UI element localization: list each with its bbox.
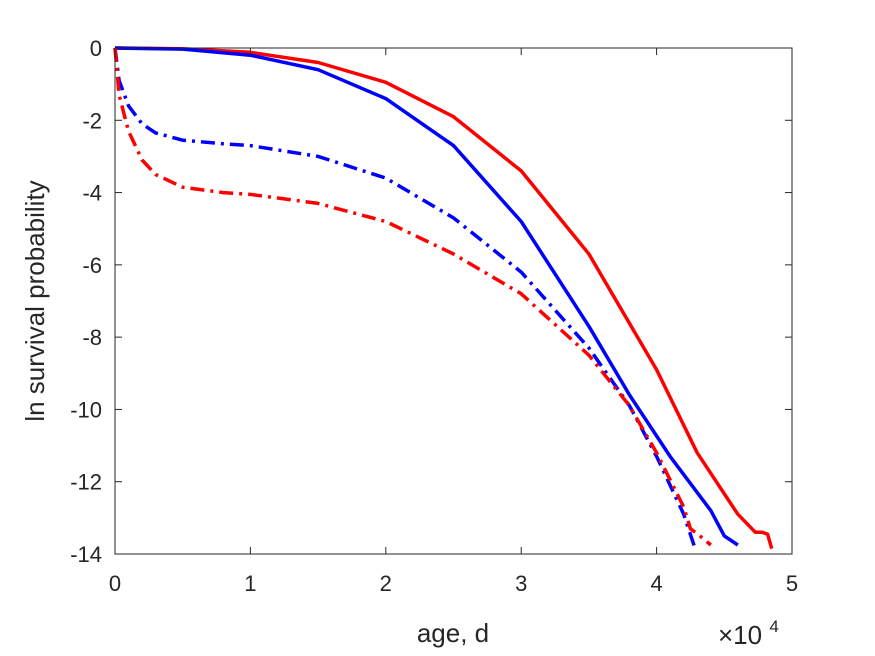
series-line-4: [113, 47, 712, 547]
y-tick-label: -14: [70, 542, 102, 567]
plot-box: [114, 47, 793, 555]
x-exponent-base: ×10: [718, 620, 762, 650]
x-tick-label: 2: [380, 571, 392, 596]
y-axis-label: ln survival probability: [20, 180, 50, 421]
x-axis: 0 1 2 3 4 5: [109, 48, 798, 596]
y-tick-label: -8: [82, 325, 102, 350]
y-axis: 0 -2 -4 -6 -8 -10 -12 -14: [70, 36, 792, 567]
x-tick-label: 3: [515, 571, 527, 596]
x-tick-label: 1: [244, 571, 256, 596]
y-tick-label: -10: [70, 397, 102, 422]
x-tick-label: 5: [786, 571, 798, 596]
y-tick-label: -6: [82, 253, 102, 278]
x-tick-label: 0: [109, 571, 121, 596]
y-tick-label: -2: [82, 108, 102, 133]
x-exponent-power: 4: [769, 617, 778, 636]
x-axis-label: age, d: [417, 618, 489, 648]
series-line-1: [114, 46, 774, 550]
x-tick-label: 4: [650, 571, 662, 596]
y-tick-label: 0: [90, 36, 102, 61]
series-line-3: [113, 47, 697, 548]
y-tick-label: -12: [70, 470, 102, 495]
y-tick-label: -4: [82, 181, 102, 206]
x-exponent-label: ×10 4: [718, 617, 779, 650]
series-line-2: [114, 46, 739, 547]
plot-area: [115, 48, 792, 554]
series-layer: [113, 46, 774, 550]
